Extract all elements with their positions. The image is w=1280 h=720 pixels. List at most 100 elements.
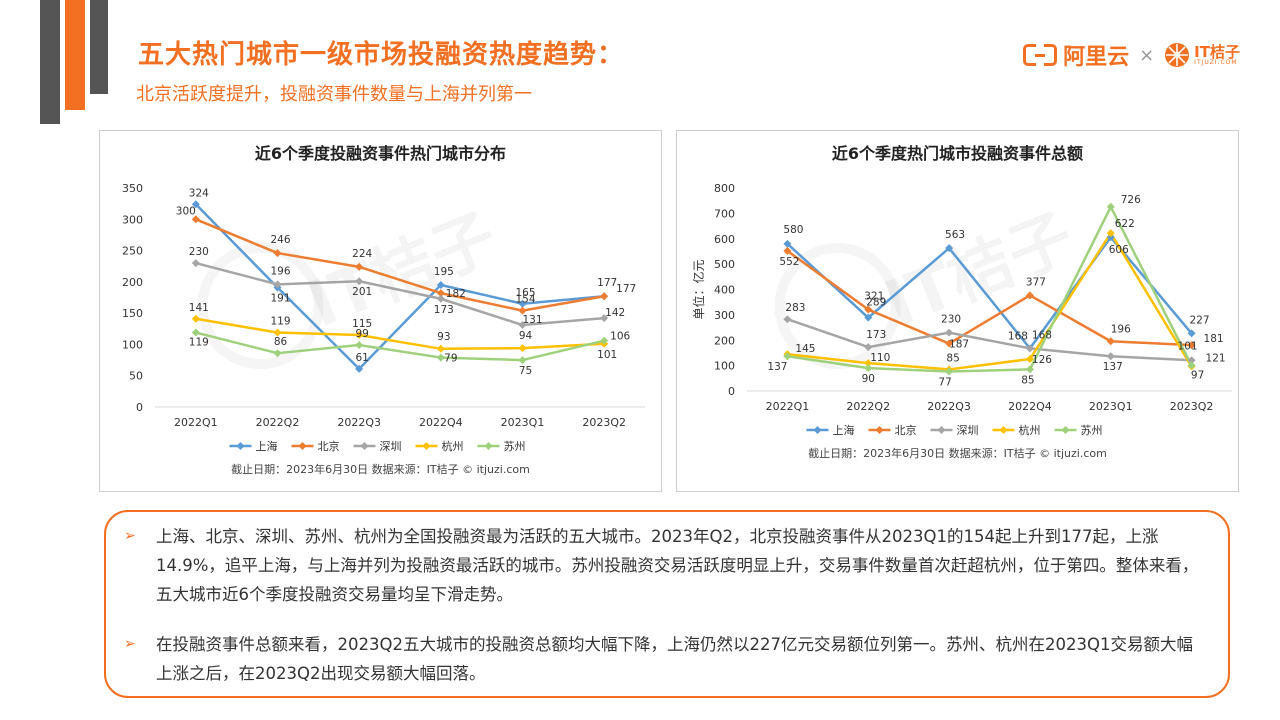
data-label: 126	[1032, 354, 1052, 366]
aliyun-mark-icon	[1023, 44, 1058, 66]
data-point	[355, 341, 364, 350]
data-label: 85	[1021, 374, 1034, 386]
data-point	[1106, 233, 1115, 242]
data-point	[1187, 361, 1196, 370]
data-label: 142	[605, 307, 625, 319]
chart-footnote: 截止日期：2023年6月30日 数据来源：IT桔子 © itjuzi.com	[231, 462, 530, 476]
legend-marker	[298, 442, 307, 450]
data-label: 110	[870, 352, 890, 364]
legend-label: 北京	[318, 439, 340, 453]
x-tick-label: 2022Q4	[419, 416, 463, 429]
summary-bullet-text: 上海、北京、深圳、苏州、杭州为全国投融资最为活跃的五大城市。2023年Q2，北京…	[156, 527, 1199, 604]
summary-bullet: ➢ 在投融资事件总额来看，2023Q2五大城市的投融资总额均大幅下降，上海仍然以…	[124, 630, 1200, 688]
data-label: 230	[941, 314, 961, 326]
data-point	[355, 331, 364, 340]
data-point	[1106, 202, 1115, 211]
data-point	[518, 344, 527, 353]
data-point	[1025, 344, 1034, 353]
data-point	[518, 321, 527, 330]
y-tick-label: 800	[714, 182, 735, 195]
chart-title: 近6个季度热门城市投融资事件总额	[832, 144, 1083, 163]
legend-label: 杭州	[442, 439, 464, 453]
data-point	[1106, 337, 1115, 346]
data-point	[273, 328, 282, 337]
series-line	[194, 203, 605, 371]
data-point	[191, 259, 200, 268]
series-line	[787, 205, 1193, 373]
data-label: 119	[189, 337, 209, 349]
y-tick-label: 400	[714, 284, 735, 297]
data-label: 191	[270, 292, 290, 304]
data-label: 224	[352, 248, 372, 260]
data-label: 93	[437, 331, 450, 343]
legend-label: 苏州	[1081, 424, 1103, 437]
data-label: 86	[274, 336, 288, 348]
data-point	[864, 313, 873, 322]
series-line	[195, 331, 605, 362]
data-label: 61	[355, 352, 368, 364]
legend-label: 上海	[833, 423, 855, 437]
data-point	[191, 200, 200, 209]
data-label: 606	[1109, 244, 1129, 256]
data-label: 145	[795, 343, 815, 355]
data-label: 173	[866, 329, 886, 341]
y-tick-label: 0	[728, 385, 735, 398]
data-label: 119	[270, 316, 290, 328]
y-tick-label: 500	[714, 258, 735, 271]
x-tick-label: 2023Q1	[1089, 400, 1133, 413]
data-label: 99	[355, 328, 368, 340]
data-label: 90	[862, 373, 875, 385]
data-label: 106	[610, 331, 630, 343]
data-label: 196	[270, 265, 290, 277]
watermark-logo-icon	[197, 243, 324, 369]
bullet-arrow-icon: ➢	[124, 636, 136, 652]
data-label: 227	[1190, 314, 1210, 326]
y-tick-label: 200	[122, 276, 143, 289]
data-point	[945, 367, 954, 376]
data-label: 321	[864, 291, 884, 303]
data-point	[1187, 341, 1196, 350]
chart-event-amount: IT桔子近6个季度热门城市投融资事件总额01002003004005006007…	[691, 144, 1232, 460]
times-sign: ×	[1139, 44, 1155, 66]
legend-label: 上海	[256, 439, 278, 453]
data-label: 377	[1026, 276, 1046, 288]
data-label: 622	[1115, 218, 1135, 230]
data-point	[864, 359, 873, 368]
data-point	[1187, 329, 1196, 338]
legend-marker	[484, 442, 493, 450]
y-tick-label: 300	[714, 309, 735, 322]
data-label: 181	[1204, 333, 1224, 345]
data-point	[273, 280, 282, 289]
data-point	[436, 280, 445, 289]
data-label: 165	[515, 287, 535, 299]
data-point	[436, 289, 445, 298]
logo-area: 阿里云 × IT桔子 ITJUZI.COM	[1023, 40, 1240, 70]
x-tick-label: 2022Q1	[766, 400, 810, 413]
orange-slice-icon	[1165, 43, 1190, 67]
data-label: 246	[270, 234, 290, 246]
data-point	[1025, 291, 1034, 300]
data-point	[1025, 365, 1034, 374]
legend-marker	[360, 442, 369, 450]
data-point	[864, 364, 873, 373]
itjuzi-logo: IT桔子 ITJUZI.COM	[1164, 42, 1240, 68]
aliyun-logo: 阿里云	[1023, 39, 1129, 71]
data-label: 121	[1206, 352, 1226, 364]
decor-bar-dark-right	[90, 0, 108, 94]
y-tick-label: 250	[122, 245, 143, 258]
decor-bar-dark-left	[40, 0, 60, 124]
series-line	[195, 261, 605, 327]
legend-label: 深圳	[957, 424, 979, 437]
data-label: 101	[597, 349, 617, 361]
data-label: 552	[779, 256, 799, 268]
series-line	[787, 231, 1193, 371]
data-label: 195	[434, 266, 454, 278]
bullet-arrow-icon: ➢	[124, 528, 136, 544]
y-tick-label: 0	[136, 401, 143, 414]
data-label: 230	[189, 246, 209, 258]
series-line	[787, 318, 1192, 362]
data-point	[436, 344, 445, 353]
data-label: 137	[767, 361, 787, 373]
y-tick-label: 300	[122, 213, 143, 226]
y-axis-label: 单位：亿元	[691, 259, 706, 319]
